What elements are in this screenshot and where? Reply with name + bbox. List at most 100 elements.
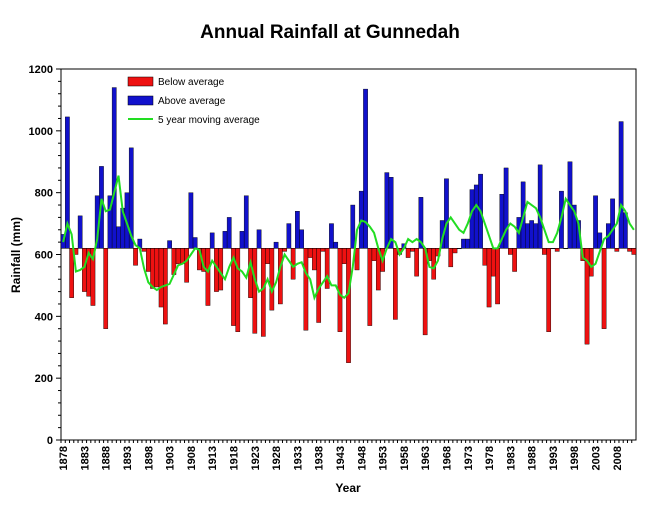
bar-below-average (554, 248, 560, 252)
bar-above-average (116, 226, 121, 249)
bar-above-average (333, 241, 339, 249)
x-tick-label: 1878 (58, 446, 70, 470)
y-tick-label: 800 (35, 188, 53, 200)
bar-below-average (252, 248, 258, 334)
bar-above-average (529, 220, 534, 249)
y-axis: 0 200 400 600 800 1000 1200 (29, 64, 61, 447)
bar-below-average (324, 248, 330, 289)
bar-below-average (341, 248, 347, 264)
bar-above-average (77, 215, 83, 249)
moving-average-group (62, 175, 635, 301)
bar-above-average (243, 195, 249, 249)
legend-label-above: Above average (158, 96, 226, 107)
y-tick-label: 0 (47, 435, 53, 447)
y-tick-label: 1000 (29, 126, 53, 138)
x-tick-label: 2008 (612, 446, 624, 470)
bar-above-average (461, 238, 466, 249)
y-axis-title: Rainfall (mm) (9, 217, 23, 293)
y-tick-label: 600 (35, 250, 53, 262)
bar-above-average (465, 238, 471, 249)
bar-below-average (282, 248, 287, 252)
x-tick-label: 2003 (591, 446, 603, 470)
bar-above-average (473, 184, 479, 249)
x-tick-label: 1913 (207, 446, 219, 470)
bar-above-average (222, 231, 228, 249)
bar-below-average (303, 248, 309, 331)
bar-below-average (490, 248, 496, 277)
bar-below-average (508, 248, 513, 255)
bar-above-average (618, 121, 624, 249)
x-tick-label: 1973 (463, 446, 475, 470)
x-tick-label: 1938 (314, 446, 326, 470)
x-tick-label: 1948 (356, 446, 368, 470)
x-tick-label: 1933 (292, 446, 304, 470)
x-tick-label: 1888 (101, 446, 113, 470)
x-tick-label: 1988 (527, 446, 539, 470)
bar-below-average (307, 248, 313, 258)
bar-below-average (405, 248, 411, 258)
bar-above-average (444, 178, 449, 249)
legend-swatch-below (127, 76, 154, 87)
bar-below-average (486, 248, 492, 308)
bar-above-average (388, 177, 394, 249)
bar-above-average (350, 204, 356, 249)
bar-below-average (235, 248, 241, 332)
bar-below-average (371, 248, 377, 261)
bar-below-average (265, 248, 270, 264)
y-tick-label: 400 (35, 311, 53, 323)
bar-above-average (188, 192, 194, 249)
bar-above-average (256, 229, 262, 249)
x-tick-label: 1918 (229, 446, 241, 470)
bar-below-average (354, 248, 360, 271)
bar-above-average (610, 198, 615, 249)
legend-label-below: Below average (158, 77, 225, 88)
bar-below-average (269, 248, 275, 311)
bar-above-average (503, 167, 509, 249)
x-tick-label: 1908 (186, 446, 198, 470)
legend: Below average Above average 5 year movin… (127, 76, 260, 126)
x-tick-label: 1968 (441, 446, 453, 470)
bar-below-average (367, 248, 373, 326)
bar-below-average (175, 248, 181, 264)
x-tick-label: 1963 (420, 446, 432, 470)
bar-above-average (286, 223, 292, 249)
bar-below-average (410, 248, 415, 252)
bar-above-average (111, 87, 117, 249)
bar-below-average (260, 248, 266, 337)
x-tick-label: 1903 (165, 446, 177, 470)
bar-below-average (141, 248, 147, 252)
bar-above-average (167, 240, 172, 249)
bar-below-average (452, 248, 458, 254)
x-tick-label: 1928 (271, 446, 283, 470)
x-tick-label: 1943 (335, 446, 347, 470)
bar-below-average (448, 248, 454, 268)
x-tick-label: 1893 (122, 446, 134, 470)
bar-below-average (422, 248, 428, 336)
x-axis-title: Year (335, 481, 361, 495)
bar-below-average (158, 248, 164, 308)
bar-above-average (299, 229, 304, 249)
bar-above-average (384, 172, 390, 249)
bar-above-average (226, 217, 232, 249)
bar-below-average (320, 248, 326, 252)
bar-below-average (546, 248, 552, 332)
bar-below-average (627, 248, 632, 252)
bar-above-average (209, 232, 215, 249)
x-tick-label: 1883 (79, 446, 91, 470)
x-tick-label: 1998 (569, 446, 581, 470)
chart-title: Annual Rainfall at Gunnedah (200, 22, 460, 43)
bar-above-average (192, 237, 198, 249)
x-tick-label: 1978 (484, 446, 496, 470)
x-tick-label: 1953 (378, 446, 390, 470)
bar-below-average (278, 248, 283, 305)
bar-below-average (512, 248, 517, 272)
bar-above-average (537, 164, 543, 249)
bar-below-average (133, 248, 138, 266)
bar-below-average (588, 248, 594, 277)
x-tick-label: 1993 (548, 446, 560, 470)
bar-above-average (469, 189, 475, 249)
bar-below-average (495, 248, 500, 305)
bar-below-average (601, 248, 607, 329)
x-axis: 1878 1883 1888 1893 1898 1903 1908 1913 1918 1923… (58, 440, 633, 470)
